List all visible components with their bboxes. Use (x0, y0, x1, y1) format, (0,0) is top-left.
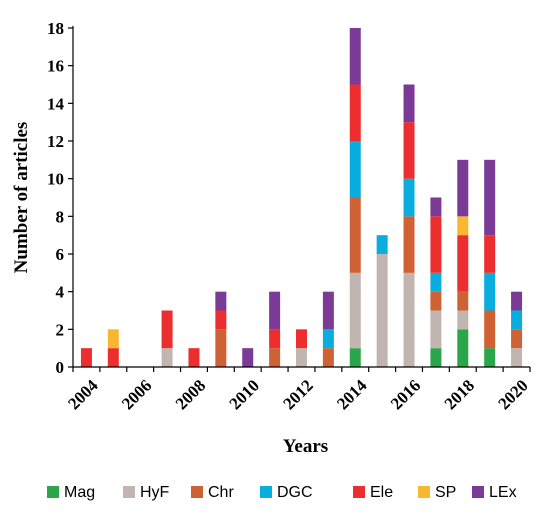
bar-ele-2014 (349, 84, 361, 141)
legend: Mag HyF Chr DGC Ele SP LEx (47, 484, 517, 501)
bar-dgc-2013 (322, 329, 334, 349)
bar-hyf-2014 (349, 272, 361, 349)
legend-label-chr: Chr (208, 484, 234, 501)
bar-lex-2011 (269, 291, 281, 330)
x-axis-title: Years (283, 436, 328, 457)
bar-chr-2013 (322, 348, 334, 367)
bar-ele-2012 (296, 329, 307, 349)
bar-ele-2019 (484, 235, 496, 273)
bar-lex-2016 (403, 84, 415, 123)
y-tick-label: 18 (47, 19, 64, 38)
bar-chr-2017 (430, 291, 442, 311)
x-tick-label: 2006 (118, 376, 155, 413)
y-tick-label: 10 (47, 170, 64, 189)
bar-mag-2018 (457, 329, 469, 367)
legend-label-hyf: HyF (140, 484, 170, 501)
bar-chr-2018 (457, 291, 469, 311)
y-tick-label: 0 (56, 358, 65, 377)
bar-ele-2008 (188, 348, 200, 367)
x-tick-label: 2014 (333, 376, 371, 414)
y-tick-label: 8 (56, 207, 65, 226)
bar-lex-2018 (457, 159, 469, 217)
bar-hyf-2020 (511, 348, 523, 367)
bar-dgc-2019 (484, 272, 496, 311)
bars-group (80, 28, 523, 367)
bar-ele-2005 (107, 348, 119, 367)
legend-label-ele: Ele (370, 484, 393, 501)
bar-mag-2014 (349, 348, 361, 367)
bar-hyf-2012 (296, 348, 307, 367)
legend-label-dgc: DGC (277, 484, 313, 501)
legend-swatch-dgc (260, 486, 272, 498)
legend-swatch-lex (472, 486, 484, 498)
legend-swatch-mag (47, 486, 59, 498)
bar-mag-2019 (484, 348, 496, 367)
y-tick-labels: 0 2 4 6 8 10 12 14 16 18 (47, 19, 65, 377)
y-tick-label: 6 (56, 245, 65, 264)
legend-swatch-hyf (123, 486, 135, 498)
bar-hyf-2007 (161, 348, 173, 367)
bar-lex-2009 (215, 291, 227, 311)
bar-ele-2007 (161, 310, 173, 349)
bar-ele-2004 (80, 348, 92, 367)
bar-hyf-2016 (403, 272, 415, 367)
legend-swatch-chr (191, 486, 203, 498)
bar-lex-2020 (511, 291, 523, 311)
bar-sp-2018 (457, 216, 469, 236)
legend-label-lex: LEx (489, 484, 517, 501)
x-tick-label: 2004 (64, 376, 102, 414)
bar-ele-2011 (269, 329, 281, 349)
legend-label-sp: SP (435, 484, 456, 501)
bar-ele-2017 (430, 216, 442, 273)
x-tick-label: 2020 (494, 376, 531, 413)
bar-chr-2016 (403, 216, 415, 273)
x-tick-label: 2010 (226, 376, 263, 413)
y-tick-label: 14 (47, 94, 65, 113)
bar-lex-2019 (484, 159, 496, 236)
legend-swatch-ele (353, 486, 365, 498)
bar-chr-2020 (511, 329, 523, 349)
x-tick-label: 2018 (441, 376, 478, 413)
x-tick-labels: 2004 2006 2008 2010 2012 2014 2016 2018 2020 (64, 376, 532, 414)
bar-dgc-2014 (349, 141, 361, 198)
bar-dgc-2020 (511, 310, 523, 330)
axes-group (68, 26, 531, 372)
y-tick-label: 4 (56, 283, 65, 302)
bar-dgc-2015 (376, 235, 388, 254)
bar-dgc-2016 (403, 178, 415, 217)
y-tick-label: 16 (47, 57, 64, 76)
legend-swatch-sp (418, 486, 430, 498)
bar-lex-2010 (242, 348, 254, 367)
bar-chr-2014 (349, 197, 361, 273)
bar-mag-2017 (430, 348, 442, 367)
bar-sp-2005 (107, 329, 119, 349)
bar-dgc-2017 (430, 272, 442, 292)
x-tick-label: 2012 (279, 376, 316, 413)
y-axis-title: Number of articles (11, 122, 32, 274)
y-tick-label: 2 (56, 320, 65, 339)
bar-chr-2011 (269, 348, 281, 367)
bar-lex-2013 (322, 291, 334, 330)
bar-lex-2017 (430, 197, 442, 217)
y-tick-label: 12 (47, 132, 64, 151)
x-tick-label: 2016 (387, 376, 424, 413)
x-tick-label: 2008 (172, 376, 209, 413)
bar-hyf-2018 (457, 310, 469, 330)
bar-ele-2018 (457, 235, 469, 292)
bar-hyf-2015 (376, 254, 388, 367)
bar-chr-2009 (215, 329, 227, 367)
bar-lex-2014 (349, 28, 361, 85)
bar-hyf-2017 (430, 310, 442, 349)
bar-ele-2009 (215, 310, 227, 330)
bar-ele-2016 (403, 122, 415, 179)
bar-chr-2019 (484, 310, 496, 349)
legend-label-mag: Mag (64, 484, 95, 501)
